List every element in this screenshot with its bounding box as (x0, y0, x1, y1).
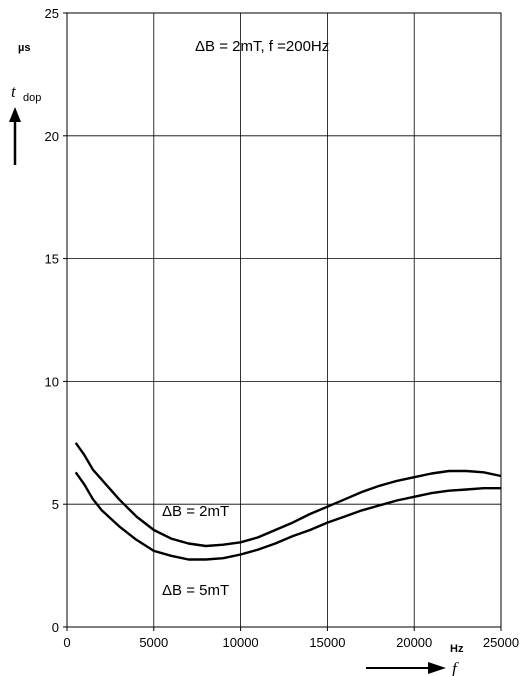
y-tick-label: 25 (45, 6, 59, 21)
axes (63, 12, 502, 631)
x-tick-label: 20000 (396, 635, 432, 650)
y-unit-label: µs (18, 42, 30, 54)
x-tick-label: 15000 (309, 635, 345, 650)
series-line-2mt (74, 442, 502, 548)
y-tick-label: 0 (52, 620, 59, 635)
series-line-5mt (74, 471, 501, 561)
x-tick-label: 5000 (139, 635, 168, 650)
tick-labels: 0 5000 10000 15000 20000 25000 0 5 10 15 20 25 (45, 6, 520, 650)
grid (67, 13, 501, 627)
annotation-5mt: ΔB = 5mT (162, 582, 229, 599)
plot-frame (66, 12, 502, 628)
x-unit-label: Hz (450, 643, 464, 655)
x-axis-arrow-icon (366, 662, 446, 674)
series-group (74, 442, 502, 561)
x-tick-label: 10000 (223, 635, 259, 650)
y-tick-label: 20 (45, 129, 59, 144)
x-tick-label: 25000 (483, 635, 519, 650)
chart-title: ΔB = 2mT, f =200Hz (195, 38, 329, 55)
y-tick-label: 10 (45, 374, 59, 389)
y-tick-label: 15 (45, 252, 59, 267)
y-axis-arrow-icon (9, 107, 21, 165)
x-axis-variable: f (452, 659, 459, 676)
annotation-2mt: ΔB = 2mT (162, 503, 229, 520)
y-axis-subscript: dop (23, 92, 41, 104)
x-tick-label: 0 (63, 635, 70, 650)
y-tick-label: 5 (52, 497, 59, 512)
y-axis-variable: t (11, 82, 17, 101)
